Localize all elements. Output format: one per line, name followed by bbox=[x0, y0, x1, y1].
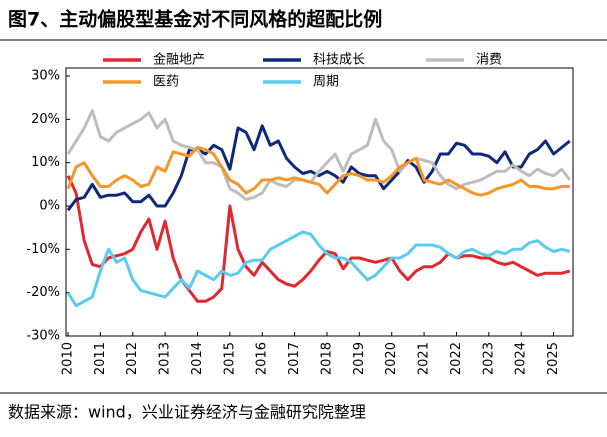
legend-label: 金融地产 bbox=[153, 52, 205, 68]
x-tick-label: 2011 bbox=[93, 342, 108, 375]
legend-label: 周期 bbox=[313, 75, 339, 90]
x-tick-label: 2022 bbox=[449, 342, 464, 375]
x-tick-label: 2023 bbox=[481, 342, 496, 375]
x-tick-label: 2017 bbox=[287, 342, 302, 375]
x-tick-label: 2015 bbox=[222, 342, 237, 375]
series-line bbox=[66, 175, 571, 303]
y-tick-label: 10% bbox=[31, 155, 60, 170]
x-tick-label: 2014 bbox=[190, 342, 205, 375]
series-line bbox=[66, 124, 571, 212]
legend-label: 消费 bbox=[476, 53, 502, 68]
y-tick-label: 30% bbox=[31, 69, 60, 84]
y-tick-label: -20% bbox=[26, 285, 60, 300]
x-tick-label: 2016 bbox=[255, 342, 270, 375]
x-tick-label: 2024 bbox=[514, 342, 529, 375]
x-tick-label: 2020 bbox=[384, 342, 399, 375]
chart-title: 图7、主动偏股型基金对不同风格的超配比例 bbox=[8, 8, 382, 31]
x-tick-label: 2025 bbox=[546, 342, 561, 375]
series-line bbox=[66, 109, 571, 201]
y-tick-label: 0% bbox=[39, 199, 60, 214]
legend-label: 科技成长 bbox=[313, 53, 365, 68]
x-tick-label: 2019 bbox=[352, 342, 367, 375]
x-tick-label: 2012 bbox=[125, 342, 140, 375]
x-tick-label: 2018 bbox=[319, 342, 334, 375]
y-tick-label: -30% bbox=[26, 329, 60, 344]
plot-frame bbox=[65, 67, 574, 337]
x-tick-label: 2021 bbox=[417, 342, 432, 375]
series-line bbox=[66, 146, 570, 197]
legend-label: 医药 bbox=[153, 75, 179, 90]
y-tick-label: 20% bbox=[31, 112, 60, 127]
y-tick-label: -10% bbox=[26, 242, 60, 257]
source: 数据来源：wind，兴业证券经济与金融研究院整理 bbox=[8, 403, 366, 422]
x-tick-label: 2010 bbox=[61, 342, 76, 375]
x-tick-label: 2013 bbox=[158, 342, 173, 375]
series-line bbox=[66, 230, 571, 308]
